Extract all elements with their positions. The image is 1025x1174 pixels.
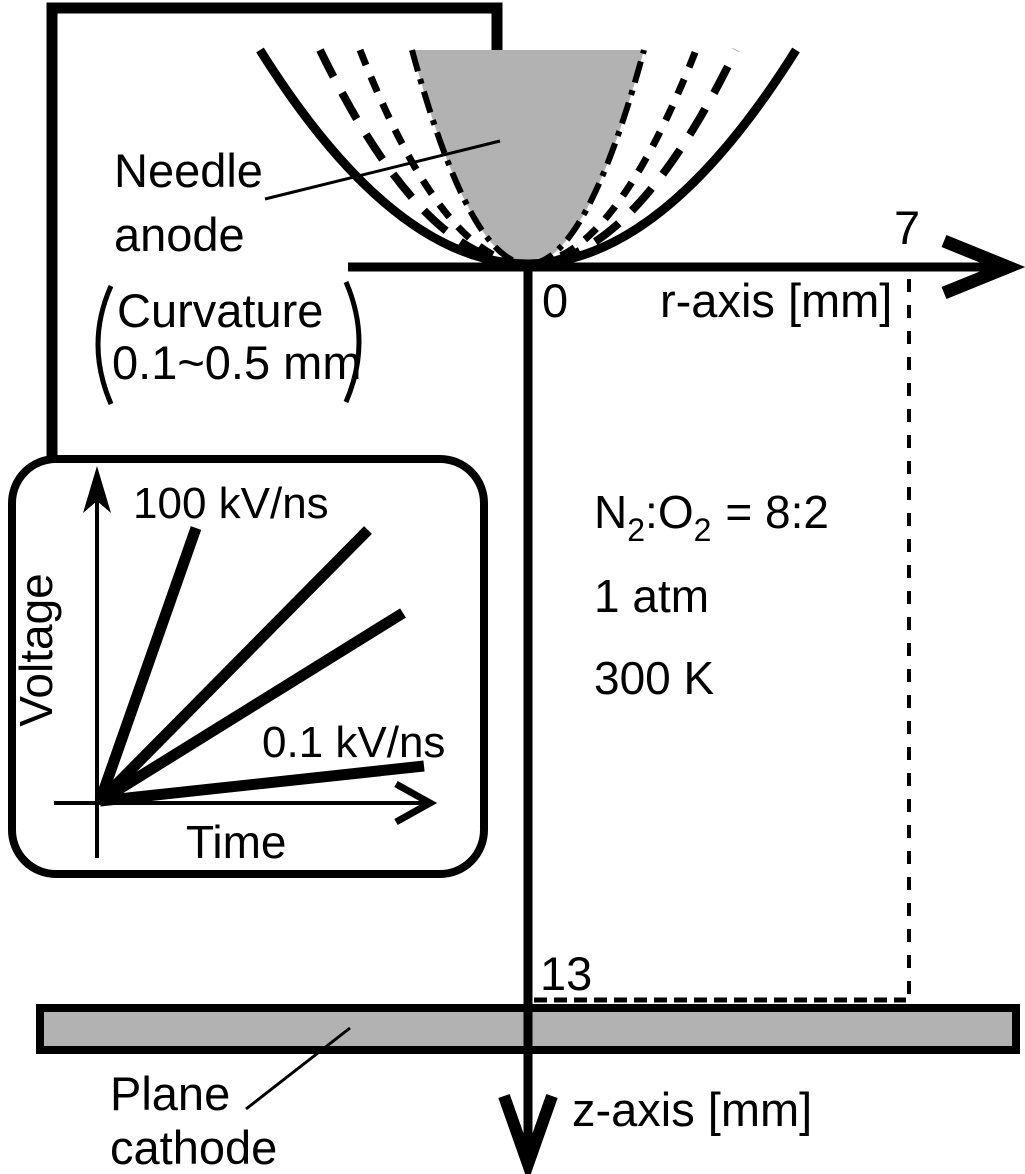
needle-label-line1: Needle [114,144,263,197]
gas-el2: O [658,486,694,538]
gas-el1: N [594,486,627,538]
r-axis-arrowhead-icon [941,234,1025,300]
pressure-label: 1 atm [594,570,709,622]
r-axis-title: r-axis [mm] [660,274,892,327]
r-axis-origin-tick-label: 0 [542,274,568,327]
inset-min-slope-label: 0.1 kV/ns [262,718,445,767]
inset-voltage-axis-label: Voltage [10,573,62,726]
z-axis-arrowhead-icon [498,1094,558,1174]
inset-slope-line-1 [94,526,202,803]
inset-slope-line-2 [96,526,372,805]
needle-profile-dashdot-curve [409,49,647,267]
needle-leader-line [264,139,501,201]
z-axis-cathode-tick-label: 13 [540,947,592,1000]
inset-slope-line-4 [99,760,425,807]
gas-colon: : [645,486,658,538]
cathode-leader-line [245,1026,351,1111]
needle-label-line2: anode [114,208,245,261]
gas-sub2: 2 [694,512,712,548]
temperature-label: 300 K [594,652,715,704]
hv-wire [46,2,503,460]
gas-sub1: 2 [627,512,645,548]
z-axis-title: z-axis [mm] [572,1083,812,1136]
inset-time-axis-arrowhead-icon [394,780,438,826]
r-axis-end-tick-label: 7 [894,201,920,254]
inset-time-axis-label: Time [186,816,287,868]
curvature-label-line2: 0.1~0.5 mm [112,336,361,389]
inset-voltage-axis-arrowhead-icon [83,466,111,513]
cathode-label-line1: Plane [110,1067,230,1120]
curvature-paren-left [95,284,114,405]
curvature-paren-right [343,281,362,403]
gas-mixture-label: N2:O2 = 8:2 [594,486,829,548]
gas-ratio: = 8:2 [725,486,829,538]
cathode-label-line2: cathode [110,1121,277,1174]
inset-max-slope-label: 100 kV/ns [133,479,329,528]
curvature-label-line1: Curvature [117,284,323,337]
inset-slope-line-3 [97,608,406,806]
